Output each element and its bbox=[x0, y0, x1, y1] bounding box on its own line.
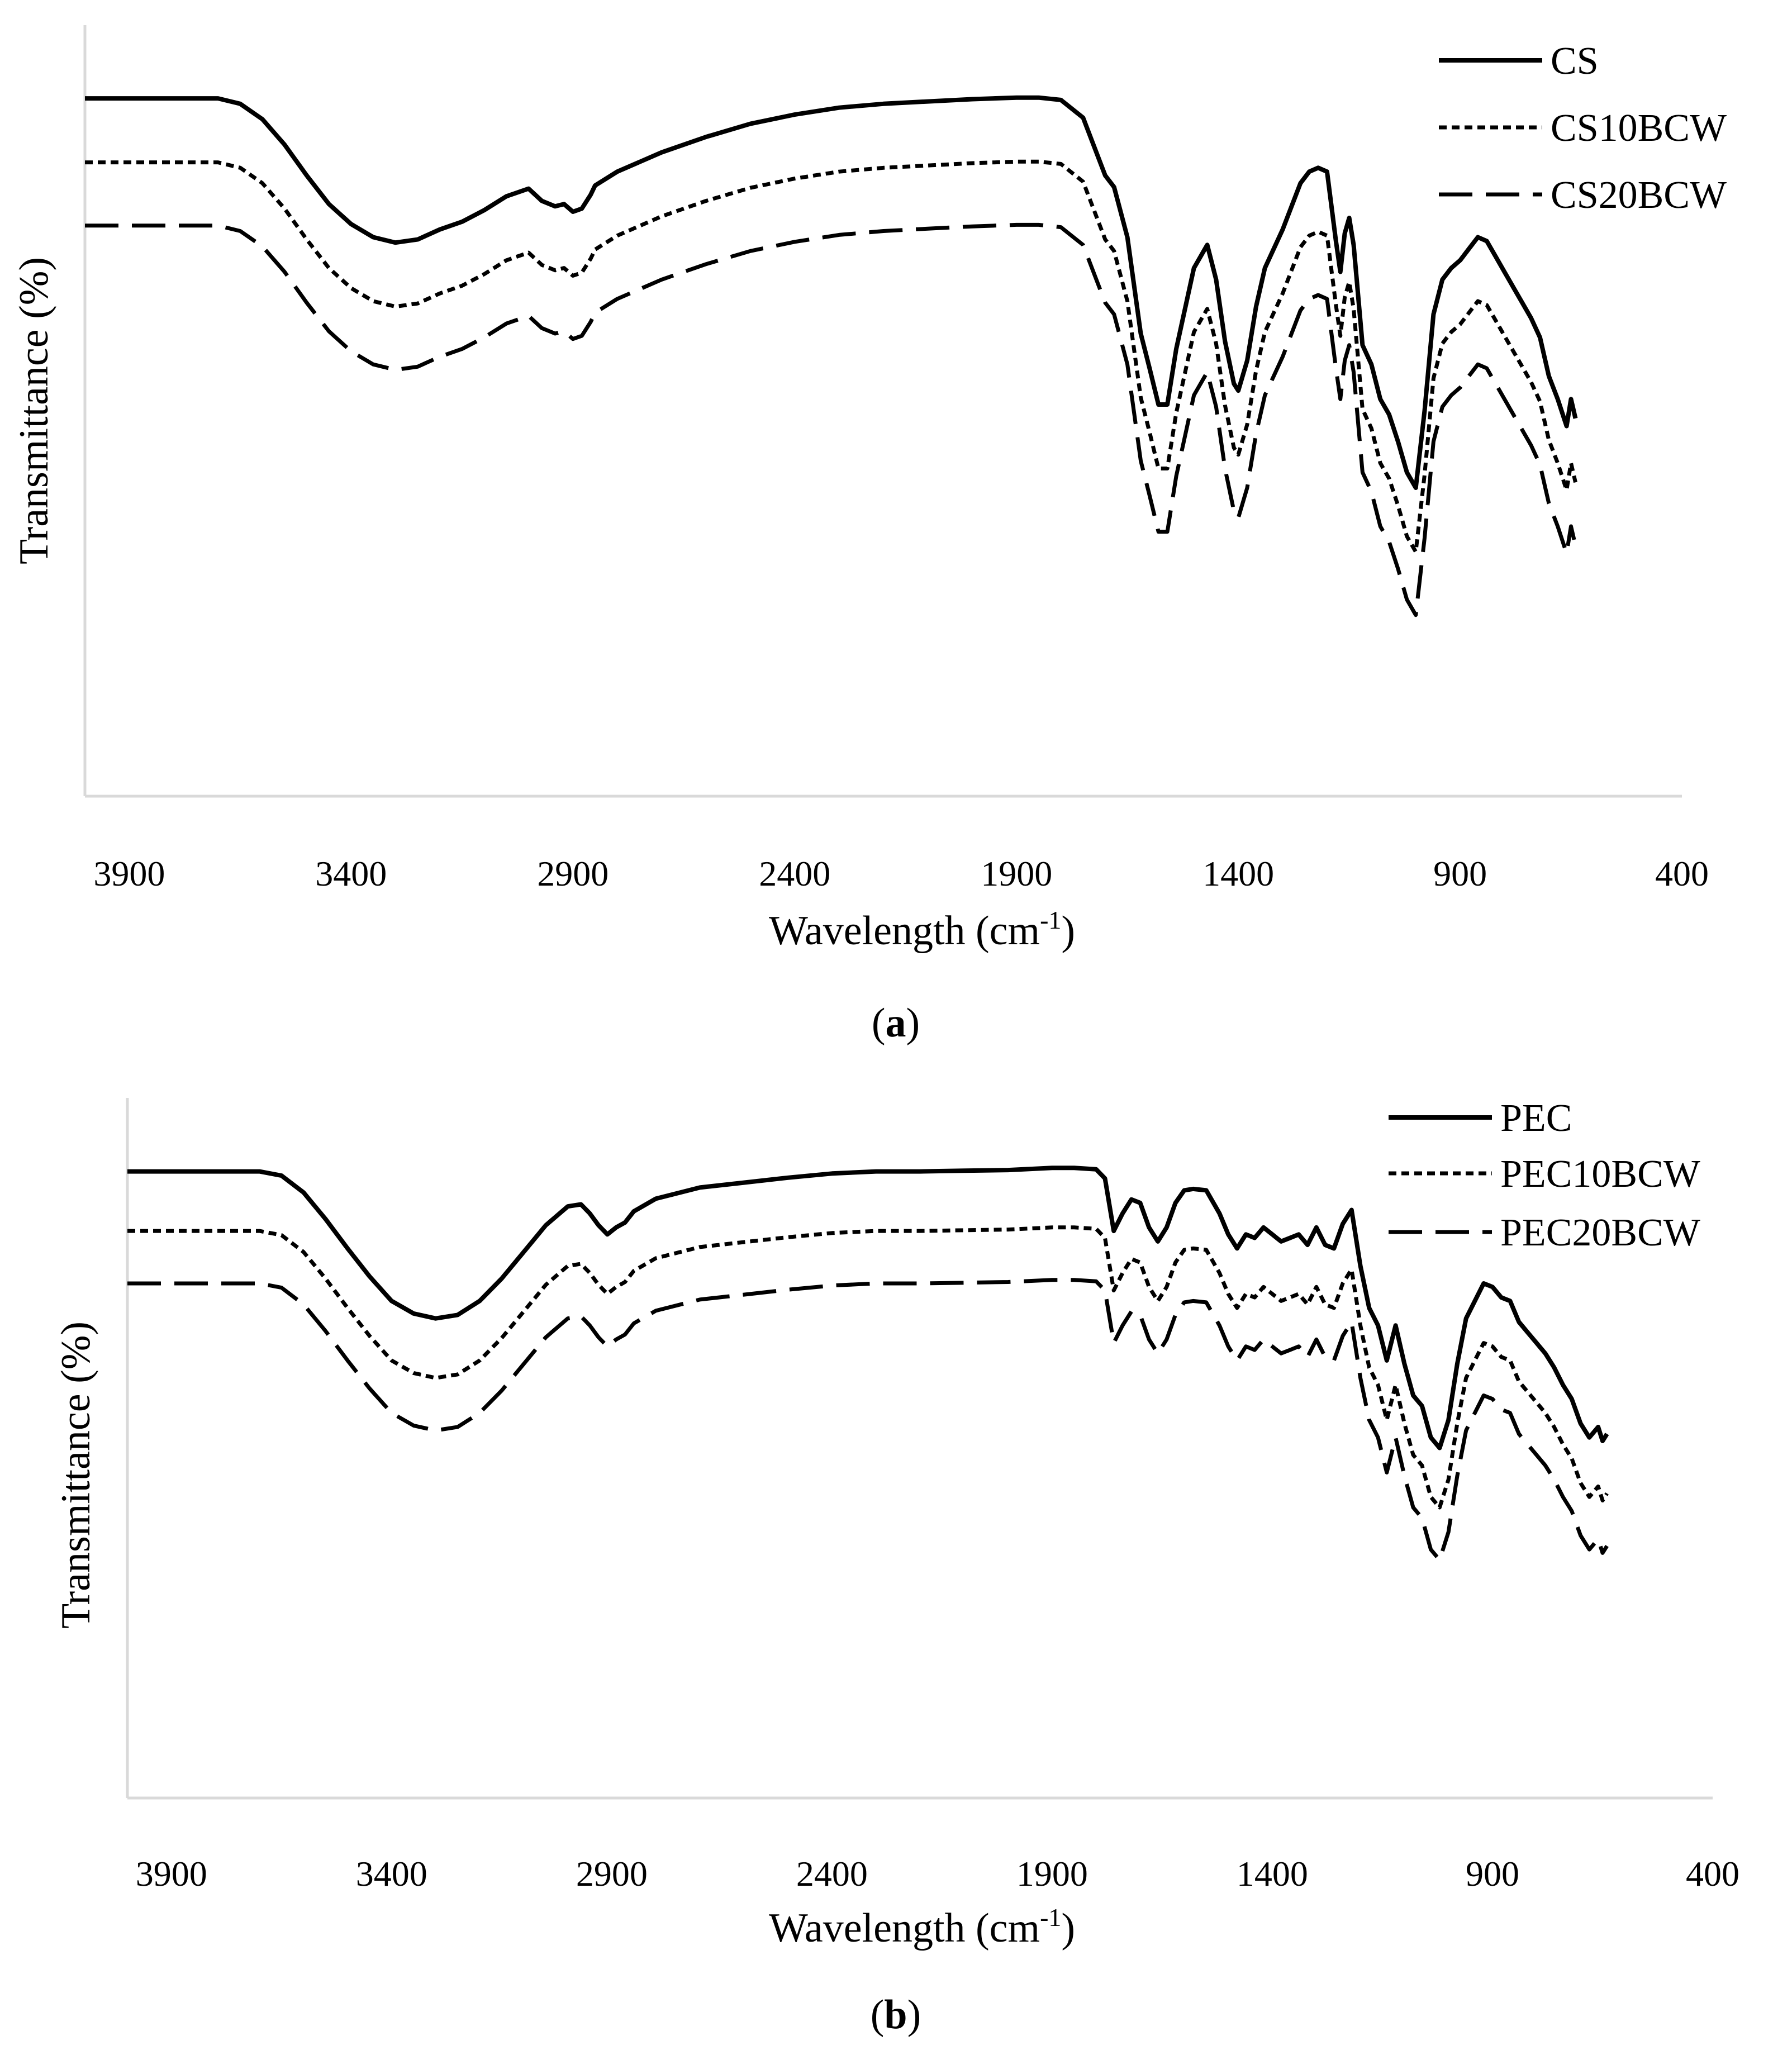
series-line-cs20bcw bbox=[85, 222, 1577, 617]
chart-panel-a: 3900 3400 2900 2400 1900 1400 900 400 Transmitt… bbox=[11, 25, 1727, 1046]
legend-label-cs: CS bbox=[1551, 40, 1599, 83]
series-layer bbox=[85, 95, 1578, 617]
legend-label-pec: PEC bbox=[1500, 1097, 1572, 1140]
y-axis-label: Transmittance (%) bbox=[11, 257, 57, 564]
legend-label-pec10bcw: PEC10BCW bbox=[1500, 1153, 1700, 1196]
series-line-pec bbox=[127, 1166, 1609, 1450]
x-tick-label: 400 bbox=[1686, 1854, 1739, 1894]
x-tick-label: 2900 bbox=[537, 854, 609, 893]
x-tick-label: 3400 bbox=[356, 1854, 427, 1894]
series-line-cs bbox=[85, 95, 1578, 490]
x-tick-label: 1900 bbox=[1016, 1854, 1088, 1894]
legend: PEC PEC10BCW PEC20BCW bbox=[1389, 1097, 1700, 1254]
x-tick-label: 900 bbox=[1466, 1854, 1519, 1894]
x-tick-label: 1900 bbox=[981, 854, 1052, 893]
series-line-pec20bcw bbox=[127, 1278, 1609, 1562]
x-axis-label: Wavelength (cm-1) bbox=[769, 906, 1075, 954]
x-tick-label: 3400 bbox=[315, 854, 387, 893]
legend: CS CS10BCW CS20BCW bbox=[1439, 40, 1727, 217]
panel-caption-a: (a) bbox=[872, 1000, 920, 1046]
y-axis-label: Transmittance (%) bbox=[53, 1321, 99, 1629]
x-tick-label: 1400 bbox=[1202, 854, 1274, 893]
legend-label-pec20bcw: PEC20BCW bbox=[1500, 1211, 1700, 1254]
x-tick-labels: 3900 3400 2900 2400 1900 1400 900 400 bbox=[93, 854, 1709, 893]
x-tick-label: 3900 bbox=[93, 854, 165, 893]
x-tick-label: 1400 bbox=[1237, 1854, 1308, 1894]
series-line-pec10bcw bbox=[127, 1225, 1609, 1510]
x-tick-label: 400 bbox=[1655, 854, 1709, 893]
x-tick-label: 2400 bbox=[796, 1854, 868, 1894]
x-axis-label: Wavelength (cm-1) bbox=[769, 1903, 1075, 1951]
series-line-cs10bcw bbox=[85, 159, 1577, 554]
x-tick-label: 3900 bbox=[136, 1854, 207, 1894]
x-tick-label: 2900 bbox=[576, 1854, 648, 1894]
x-tick-label: 900 bbox=[1433, 854, 1487, 893]
panel-caption-b: (b) bbox=[871, 1992, 921, 2038]
chart-panel-b: 3900 3400 2900 2400 1900 1400 900 400 Transmitt… bbox=[53, 1097, 1739, 2038]
x-tick-labels: 3900 3400 2900 2400 1900 1400 900 400 bbox=[136, 1854, 1739, 1894]
series-layer bbox=[127, 1166, 1609, 1562]
x-tick-label: 2400 bbox=[759, 854, 830, 893]
legend-label-cs10bcw: CS10BCW bbox=[1551, 107, 1727, 150]
legend-label-cs20bcw: CS20BCW bbox=[1551, 174, 1727, 217]
